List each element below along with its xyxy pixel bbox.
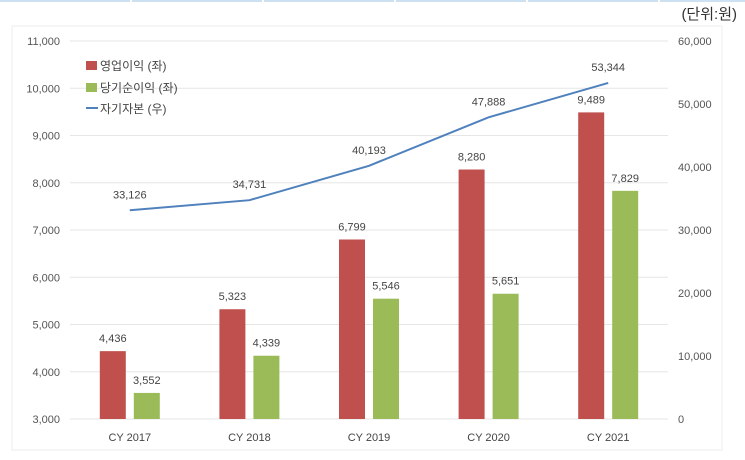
data-label: 4,436 bbox=[99, 333, 127, 345]
data-label: 6,799 bbox=[338, 221, 366, 233]
bar-net-income bbox=[492, 293, 519, 419]
legend-label: 자기자본 (우) bbox=[100, 102, 167, 116]
left-tick-label: 5,000 bbox=[32, 320, 60, 332]
legend-label: 영업이익 (좌) bbox=[100, 59, 167, 73]
left-tick-label: 8,000 bbox=[32, 178, 60, 190]
x-tick-label: CY 2020 bbox=[467, 432, 510, 444]
data-label: 7,829 bbox=[611, 173, 639, 185]
right-tick-label: 0 bbox=[678, 414, 684, 426]
left-tick-label: 6,000 bbox=[32, 272, 60, 284]
bar-operating-profit bbox=[99, 351, 126, 419]
data-label: 9,489 bbox=[577, 94, 605, 106]
data-label: 3,552 bbox=[133, 375, 161, 387]
bar-operating-profit bbox=[458, 169, 485, 419]
line-data-label: 53,344 bbox=[591, 62, 625, 74]
data-label: 5,323 bbox=[219, 291, 247, 303]
legend-swatch-operating-profit bbox=[86, 61, 97, 70]
line-data-label: 33,126 bbox=[113, 189, 147, 201]
right-tick-label: 50,000 bbox=[678, 99, 712, 111]
right-tick-label: 30,000 bbox=[678, 225, 712, 237]
right-tick-label: 60,000 bbox=[678, 36, 712, 48]
data-label: 5,546 bbox=[372, 281, 400, 293]
data-label: 4,339 bbox=[253, 338, 281, 350]
line-data-label: 40,193 bbox=[352, 145, 386, 157]
x-tick-label: CY 2018 bbox=[228, 432, 271, 444]
right-tick-label: 20,000 bbox=[678, 288, 712, 300]
x-tick-label: CY 2019 bbox=[348, 432, 391, 444]
bar-net-income bbox=[253, 355, 280, 419]
legend-label: 당기순이익 (좌) bbox=[100, 81, 178, 95]
unit-label: (단위:원) bbox=[681, 6, 737, 23]
line-data-label: 34,731 bbox=[233, 179, 267, 191]
data-label: 8,280 bbox=[458, 152, 486, 164]
left-tick-label: 11,000 bbox=[27, 36, 60, 48]
legend-swatch-net-income bbox=[86, 83, 97, 92]
bar-operating-profit bbox=[219, 309, 246, 419]
line-data-label: 47,888 bbox=[472, 96, 506, 108]
x-tick-label: CY 2021 bbox=[587, 432, 630, 444]
left-tick-label: 3,000 bbox=[32, 414, 60, 426]
x-tick-label: CY 2017 bbox=[108, 432, 151, 444]
left-tick-label: 9,000 bbox=[32, 131, 60, 143]
equity-line bbox=[129, 81, 609, 212]
left-tick-label: 10,000 bbox=[26, 83, 60, 95]
data-label: 5,651 bbox=[492, 276, 520, 288]
chart-frame bbox=[11, 25, 723, 451]
left-tick-label: 7,000 bbox=[32, 225, 60, 237]
left-tick-label: 4,000 bbox=[32, 367, 60, 379]
right-tick-label: 40,000 bbox=[678, 162, 712, 174]
bar-operating-profit bbox=[339, 239, 365, 419]
bar-net-income bbox=[612, 190, 639, 419]
right-tick-label: 10,000 bbox=[678, 351, 712, 363]
bar-net-income bbox=[373, 298, 399, 419]
bar-operating-profit bbox=[578, 112, 605, 420]
bar-net-income bbox=[133, 392, 160, 419]
